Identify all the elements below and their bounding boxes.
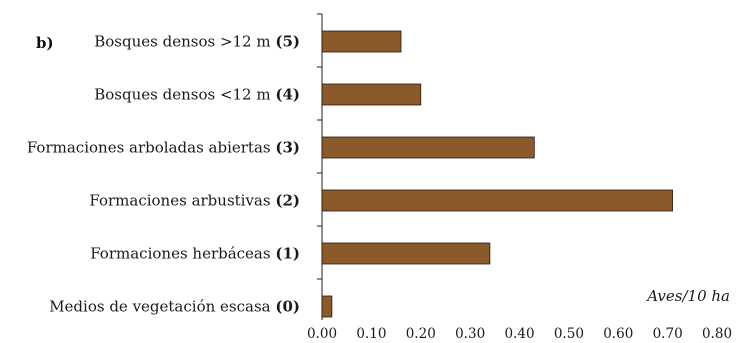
x-tick-label: 0.20 [406,326,436,342]
bar [321,30,402,53]
x-axis-unit-label: Aves/10 ha [645,287,730,305]
category-label: Formaciones arbustivas (2) [89,192,300,210]
bar [321,83,422,106]
category-name: Medios de vegetación escasa [49,298,275,316]
x-tick-label: 0.00 [307,326,337,342]
x-tick-label: 0.10 [356,326,386,342]
bar [321,295,333,318]
category-name: Formaciones herbáceas [90,245,275,263]
x-tick-label: 0.30 [455,326,485,342]
category-name: Bosques densos >12 m [94,33,275,51]
category-labels: Bosques densos >12 m (5) Bosques densos <… [27,33,300,316]
x-axis-tick-labels: 0.00 0.10 0.20 0.30 0.40 0.50 0.60 0.70 0.80 [307,326,732,342]
category-label: Formaciones herbáceas (1) [90,245,300,263]
category-label: Formaciones arboladas abiertas (3) [27,139,300,157]
x-tick-label: 0.50 [554,326,584,342]
category-code: (3) [275,139,300,157]
bars [321,30,673,318]
category-code: (1) [275,245,300,263]
x-tick-label: 0.80 [702,326,732,342]
category-label: Medios de vegetación escasa (0) [49,298,300,316]
category-name: Formaciones arbustivas [89,192,275,210]
category-label: Bosques densos <12 m (4) [94,86,300,104]
y-axis-ticks [317,13,322,280]
bar [321,189,673,212]
x-tick-label: 0.70 [653,326,683,342]
category-code: (0) [275,298,300,316]
category-code: (5) [275,33,300,51]
bar [321,136,535,159]
x-tick-label: 0.60 [603,326,633,342]
category-code: (4) [275,86,300,104]
category-name: Bosques densos <12 m [94,86,275,104]
panel-label: b) [36,34,54,52]
category-code: (2) [275,192,300,210]
category-label: Bosques densos >12 m (5) [94,33,300,51]
x-tick-label: 0.40 [504,326,534,342]
bar [321,242,491,265]
category-name: Formaciones arboladas abiertas [27,139,276,157]
